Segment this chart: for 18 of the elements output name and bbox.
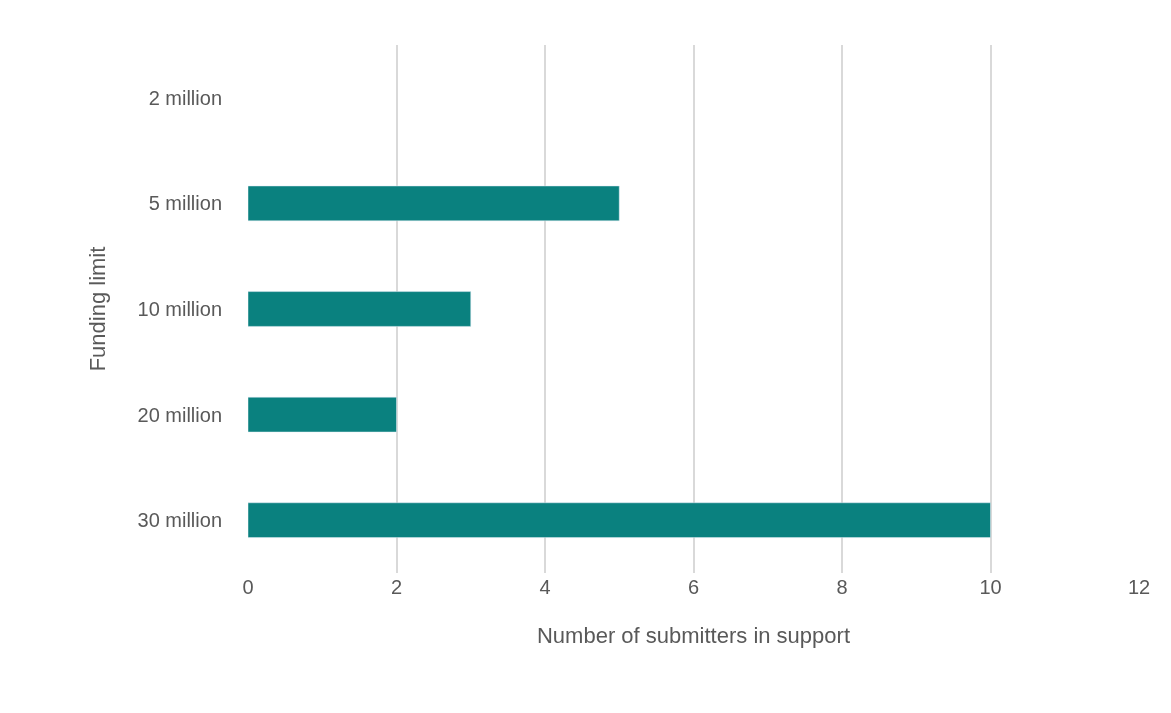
bar: [248, 502, 991, 538]
x-tick-label: 6: [687, 576, 700, 598]
x-axis-title: Number of submitters in support: [536, 622, 851, 648]
y-tick-label: 20 million: [137, 403, 222, 426]
bar: [248, 396, 397, 433]
y-tick-label: 2 million: [148, 86, 222, 109]
x-tick-label: 10: [979, 576, 1002, 598]
bar: [248, 291, 471, 327]
x-tick-label: 12: [1127, 576, 1151, 598]
x-tick-label: 2: [390, 576, 403, 598]
bar: [248, 185, 620, 222]
y-tick-label: 10 million: [137, 298, 222, 320]
x-tick-label: 4: [539, 576, 551, 598]
y-axis-title: Funding limit: [85, 246, 111, 372]
y-tick-label: 30 million: [137, 509, 222, 532]
x-tick-label: 0: [242, 576, 254, 598]
y-tick-label: 5 million: [148, 192, 222, 215]
x-tick-label: 8: [836, 576, 848, 598]
